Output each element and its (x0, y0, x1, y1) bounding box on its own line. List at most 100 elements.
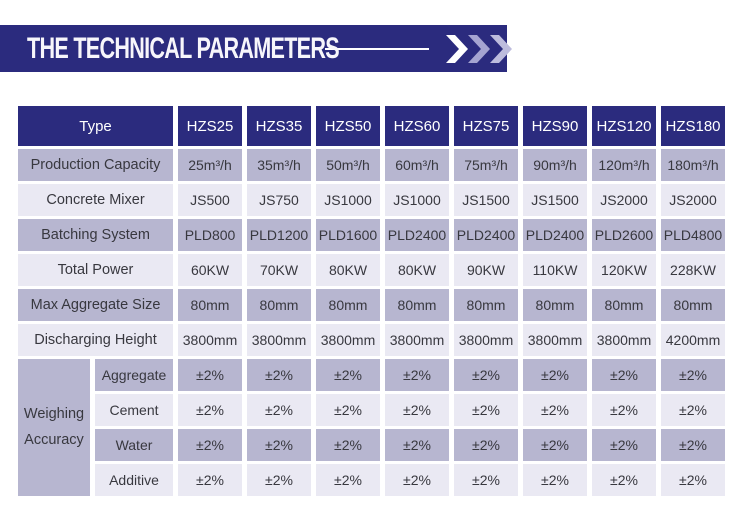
table-cell: ±2% (247, 464, 311, 496)
row-label: Max Aggregate Size (18, 289, 173, 321)
row-label: Production Capacity (18, 149, 173, 181)
table-cell: ±2% (316, 464, 380, 496)
table-cell: 25m³/h (178, 149, 242, 181)
row-label: Concrete Mixer (18, 184, 173, 216)
table-cell: ±2% (247, 359, 311, 391)
table-cell: ±2% (178, 429, 242, 461)
page-title: THE TECHNICAL PARAMETERS (27, 31, 340, 65)
table-cell: 35m³/h (247, 149, 311, 181)
table-cell: ±2% (523, 464, 587, 496)
table-row: Weighing Accuracy Aggregate ±2% ±2% ±2% ±2% ±2… (18, 359, 725, 496)
table-cell: 80mm (316, 289, 380, 321)
table-cell: 60m³/h (385, 149, 449, 181)
table-row: Cement ±2% ±2% ±2% ±2% ±2% ±2% ±2% ±2% (18, 394, 725, 426)
table-cell: ±2% (592, 359, 656, 391)
table-cell: PLD4800 (661, 219, 725, 251)
table-cell: ±2% (454, 394, 518, 426)
table-cell: 3800mm (523, 324, 587, 356)
table-row: Additive ±2% ±2% ±2% ±2% ±2% ±2% ±2% ±2% (18, 464, 725, 496)
table-cell: ±2% (454, 464, 518, 496)
table-cell: JS1500 (523, 184, 587, 216)
table-cell: PLD1600 (316, 219, 380, 251)
table-cell: 3800mm (316, 324, 380, 356)
table-cell: 80mm (661, 289, 725, 321)
table-cell: 80mm (385, 289, 449, 321)
table-cell: 80KW (316, 254, 380, 286)
table-cell: ±2% (523, 394, 587, 426)
table-cell: ±2% (661, 394, 725, 426)
column-header: HZS50 (316, 106, 380, 146)
table-cell: 3800mm (178, 324, 242, 356)
table-row: Water ±2% ±2% ±2% ±2% ±2% ±2% ±2% ±2% (18, 429, 725, 461)
table-cell: ±2% (316, 359, 380, 391)
table-cell: 80KW (385, 254, 449, 286)
header-row: Type HZS25 HZS35 HZS50 HZS60 HZS75 HZS90 HZS120… (18, 106, 725, 146)
table-row: Total Power 60KW 70KW 80KW 80KW 90KW 110KW 120K… (18, 254, 725, 286)
table-cell: 80mm (592, 289, 656, 321)
table-cell: 90KW (454, 254, 518, 286)
table-cell: PLD2400 (523, 219, 587, 251)
table-row: Discharging Height 3800mm 3800mm 3800mm 3800… (18, 324, 725, 356)
table-cell: ±2% (385, 429, 449, 461)
table-cell: 3800mm (454, 324, 518, 356)
table-cell: 120m³/h (592, 149, 656, 181)
table-cell: 120KW (592, 254, 656, 286)
table-cell: 180m³/h (661, 149, 725, 181)
table-cell: JS500 (178, 184, 242, 216)
table-cell: 4200mm (661, 324, 725, 356)
table-cell: JS750 (247, 184, 311, 216)
table-cell: 80mm (454, 289, 518, 321)
table-cell: ±2% (454, 359, 518, 391)
column-header: HZS120 (592, 106, 656, 146)
table-cell: ±2% (454, 429, 518, 461)
table-cell: 60KW (178, 254, 242, 286)
table-cell: ±2% (247, 429, 311, 461)
table-cell: 3800mm (247, 324, 311, 356)
sub-row-label: Cement (95, 394, 173, 426)
table-cell: ±2% (661, 429, 725, 461)
table-cell: ±2% (592, 394, 656, 426)
parameters-table-wrap: Type HZS25 HZS35 HZS50 HZS60 HZS75 HZS90 HZS120… (13, 103, 730, 499)
sub-row-label: Additive (95, 464, 173, 496)
table-cell: ±2% (661, 464, 725, 496)
type-column-header: Type (18, 106, 173, 146)
table-cell: ±2% (523, 359, 587, 391)
sub-row-label: Water (95, 429, 173, 461)
table-cell: 75m³/h (454, 149, 518, 181)
table-cell: JS1000 (316, 184, 380, 216)
table-cell: 80mm (178, 289, 242, 321)
column-header: HZS75 (454, 106, 518, 146)
table-row: Max Aggregate Size 80mm 80mm 80mm 80mm 80mm 80… (18, 289, 725, 321)
table-cell: PLD2400 (454, 219, 518, 251)
parameters-table: Type HZS25 HZS35 HZS50 HZS60 HZS75 HZS90 HZS120… (13, 103, 730, 499)
banner-title-wrap: THE TECHNICAL PARAMETERS (27, 32, 340, 66)
table-cell: JS1000 (385, 184, 449, 216)
table-row: Production Capacity 25m³/h 35m³/h 50m³/h 60m… (18, 149, 725, 181)
row-label: Discharging Height (18, 324, 173, 356)
table-cell: 3800mm (592, 324, 656, 356)
table-cell: ±2% (592, 464, 656, 496)
triple-chevron-right-icon (446, 34, 512, 63)
table-cell: 90m³/h (523, 149, 587, 181)
table-cell: 70KW (247, 254, 311, 286)
table-row: Batching System PLD800 PLD1200 PLD1600 PLD24… (18, 219, 725, 251)
table-cell: ±2% (661, 359, 725, 391)
table-cell: ±2% (178, 464, 242, 496)
table-cell: 228KW (661, 254, 725, 286)
column-header: HZS25 (178, 106, 242, 146)
weighing-accuracy-label: Weighing Accuracy (18, 359, 90, 496)
table-cell: ±2% (178, 359, 242, 391)
table-cell: PLD2400 (385, 219, 449, 251)
table-cell: ±2% (316, 429, 380, 461)
section-banner: THE TECHNICAL PARAMETERS (0, 25, 512, 72)
table-row: Concrete Mixer JS500 JS750 JS1000 JS1000 JS15… (18, 184, 725, 216)
table-cell: ±2% (385, 394, 449, 426)
table-cell: JS2000 (661, 184, 725, 216)
table-cell: ±2% (178, 394, 242, 426)
column-header: HZS90 (523, 106, 587, 146)
row-label: Total Power (18, 254, 173, 286)
table-cell: PLD800 (178, 219, 242, 251)
table-cell: ±2% (385, 464, 449, 496)
table-cell: 80mm (247, 289, 311, 321)
